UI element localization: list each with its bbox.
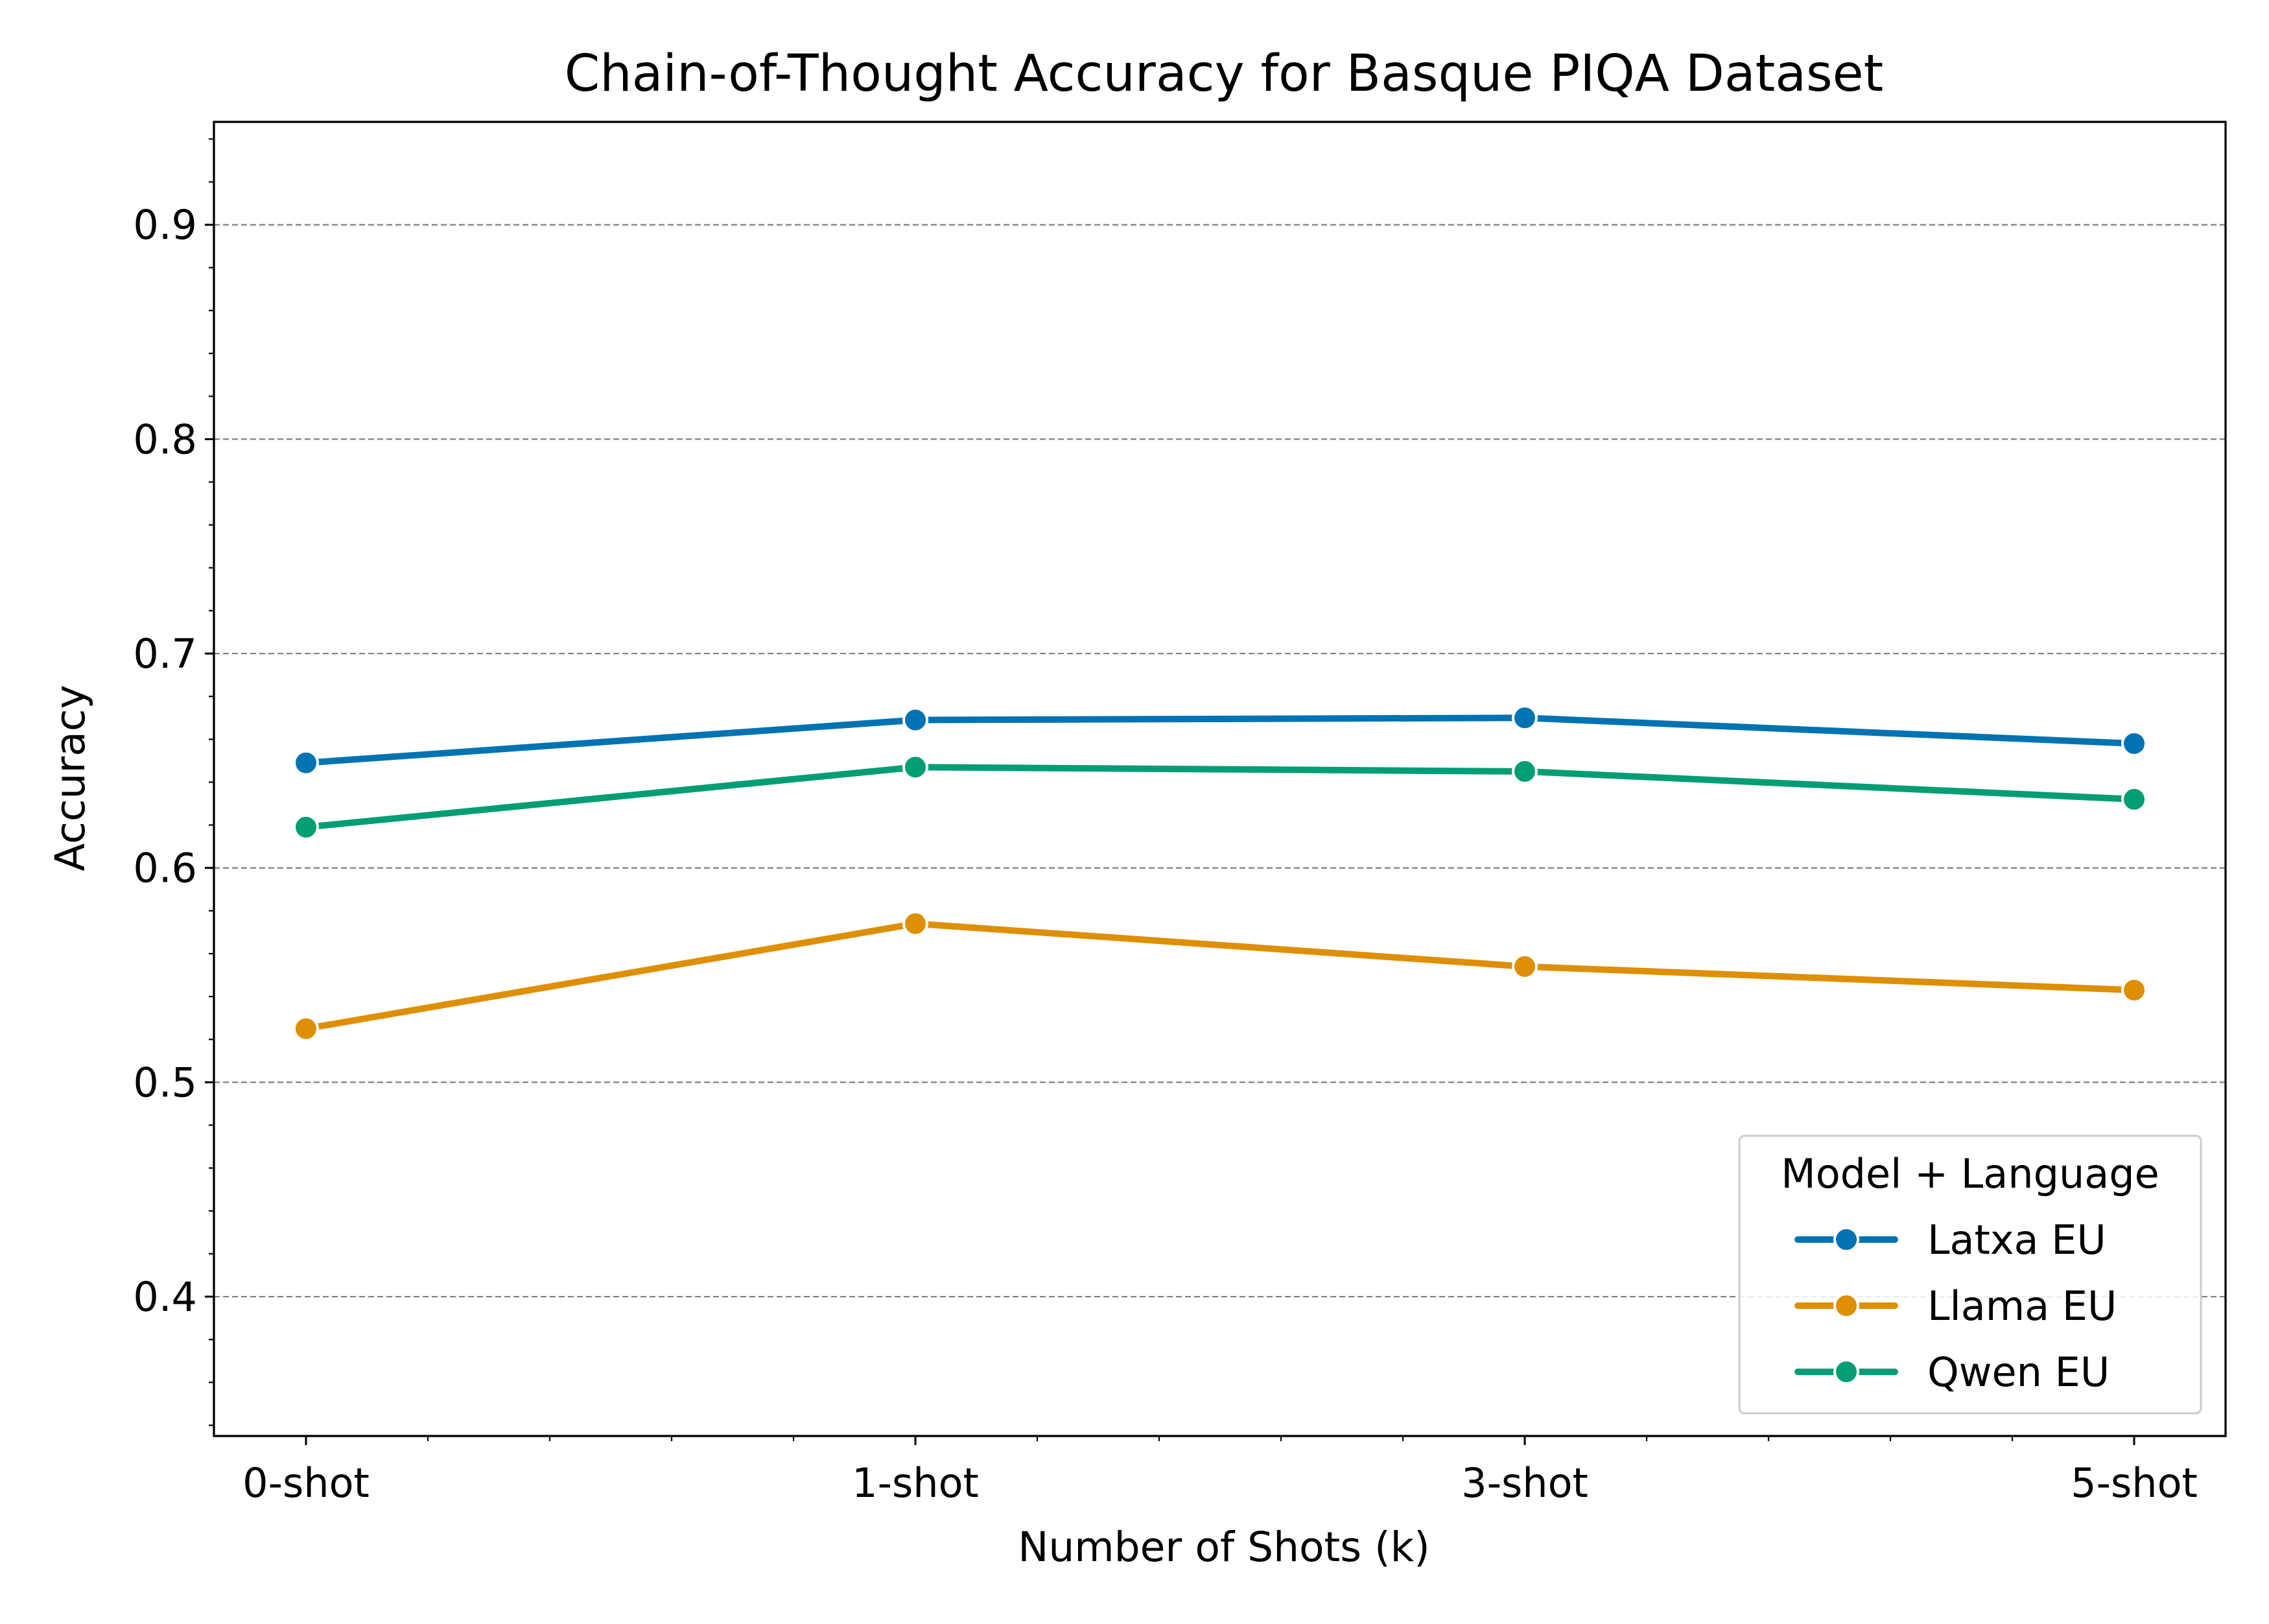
y-axis-label: Accuracy: [47, 685, 94, 871]
y-tick-label: 0.8: [133, 416, 197, 463]
data-point: [293, 814, 319, 840]
data-point: [2121, 786, 2147, 812]
series-line: [303, 764, 2137, 830]
data-point: [293, 749, 319, 776]
y-tick-label: 0.4: [133, 1273, 197, 1321]
series-line: [303, 920, 2137, 1032]
x-axis-label: Number of Shots (k): [1018, 1524, 1430, 1571]
data-point: [1512, 758, 1538, 784]
legend-swatch-marker: [1833, 1227, 1859, 1253]
data-point: [1512, 953, 1538, 980]
series-llama-eu: [293, 910, 2147, 1042]
data-point: [902, 754, 928, 781]
data-point: [902, 910, 928, 937]
legend-swatch-marker: [1833, 1293, 1859, 1319]
plot-frame: [213, 121, 2227, 1437]
y-tick-label: 0.5: [133, 1059, 197, 1106]
legend-label: Latxa EU: [1927, 1216, 2106, 1264]
series-latxa-eu: [293, 705, 2147, 776]
x-tick-label: 5-shot: [2071, 1459, 2198, 1507]
data-point: [1512, 705, 1538, 731]
x-tick-label: 0-shot: [242, 1459, 370, 1507]
y-tick-label: 0.7: [133, 630, 197, 677]
series-line: [303, 714, 2137, 766]
chart-title: Chain-of-Thought Accuracy for Basque PIQ…: [565, 45, 1884, 103]
legend-title: Model + Language: [1781, 1150, 2159, 1197]
legend-label: Qwen EU: [1927, 1348, 2110, 1396]
legend-swatch-marker: [1833, 1359, 1859, 1385]
legend-label: Llama EU: [1927, 1282, 2117, 1330]
data-point: [902, 707, 928, 733]
y-tick-label: 0.9: [133, 202, 197, 249]
data-point: [2121, 977, 2147, 1004]
series-qwen-eu: [293, 754, 2147, 840]
x-axis-ticks: 0-shot 1-shot 3-shot 5-shot: [242, 1436, 2198, 1507]
legend-item: Latxa EU: [1794, 1216, 2106, 1264]
series-layer: [293, 705, 2147, 1042]
y-tick-label: 0.6: [133, 845, 197, 892]
legend-box: [1738, 1135, 2202, 1415]
x-tick-label: 3-shot: [1461, 1459, 1588, 1507]
x-tick-label: 1-shot: [852, 1459, 979, 1507]
data-point: [293, 1015, 319, 1042]
legend-item: Llama EU: [1794, 1282, 2117, 1330]
legend-items: Latxa EU Llama EU Qwen EU: [1794, 1216, 2117, 1396]
data-point: [2121, 730, 2147, 757]
legend: Model + Language Latxa EU Llama EU Qwen EU: [1738, 1135, 2202, 1415]
legend-item: Qwen EU: [1794, 1348, 2110, 1396]
y-axis-ticks: 0.4 0.5 0.6 0.7 0.8 0.9: [133, 138, 214, 1426]
